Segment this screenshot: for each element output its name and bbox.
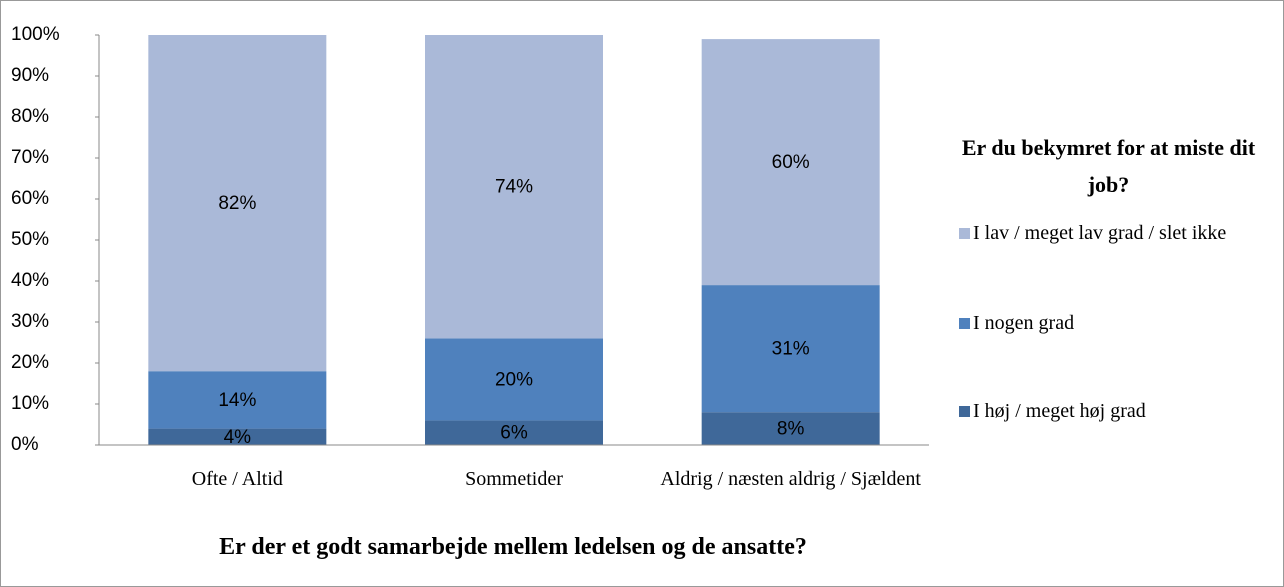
bar-segment: [701, 285, 880, 413]
y-tick-label: 90%: [11, 65, 49, 86]
legend-label: I nogen grad: [973, 312, 1075, 334]
y-tick-label: 10%: [11, 393, 49, 414]
x-axis-title: Er der et godt samarbejde mellem ledelse…: [219, 534, 807, 560]
data-label: 20%: [495, 369, 533, 390]
bar-segment: [148, 371, 327, 429]
data-label: 14%: [218, 390, 256, 411]
legend-entry: I høj / meget høj grad: [959, 395, 1229, 428]
legend-swatch: [959, 228, 970, 239]
x-tick-label: Ofte / Altid: [191, 468, 283, 490]
data-label: 60%: [772, 152, 810, 173]
bar-segment: [148, 428, 327, 445]
data-label: 6%: [500, 423, 528, 444]
bar-segment: [148, 35, 327, 372]
data-label: 82%: [218, 193, 256, 214]
y-tick-label: 40%: [11, 270, 49, 291]
bar-segment: [425, 35, 603, 339]
x-tick-label: Sommetider: [465, 468, 563, 490]
y-tick-label: 20%: [11, 352, 49, 373]
x-tick-label: Aldrig / næsten aldrig / Sjældent: [660, 468, 921, 490]
y-tick-label: 0%: [11, 434, 39, 455]
legend-swatch: [959, 318, 970, 329]
legend-entry: I nogen grad: [959, 307, 1229, 340]
y-tick-label: 50%: [11, 229, 49, 250]
data-label: 4%: [224, 427, 252, 448]
legend-label: I høj / meget høj grad: [973, 400, 1146, 422]
legend-entry: I lav / meget lav grad / slet ikke: [959, 217, 1229, 250]
legend-label: I lav / meget lav grad / slet ikke: [973, 222, 1227, 244]
legend-swatch: [959, 406, 970, 417]
data-label: 31%: [772, 339, 810, 360]
bar-segment: [425, 420, 603, 445]
bar-segment: [701, 412, 880, 445]
bar-segment: [425, 338, 603, 421]
bar-segment: [701, 39, 880, 286]
y-tick-label: 30%: [11, 311, 49, 332]
y-tick-label: 80%: [11, 106, 49, 127]
y-tick-label: 70%: [11, 147, 49, 168]
data-label: 8%: [777, 419, 805, 440]
legend-title: Er du bekymret for at miste dit job?: [961, 135, 1256, 197]
y-tick-label: 60%: [11, 188, 49, 209]
y-tick-label: 100%: [11, 24, 60, 45]
data-label: 74%: [495, 177, 533, 198]
